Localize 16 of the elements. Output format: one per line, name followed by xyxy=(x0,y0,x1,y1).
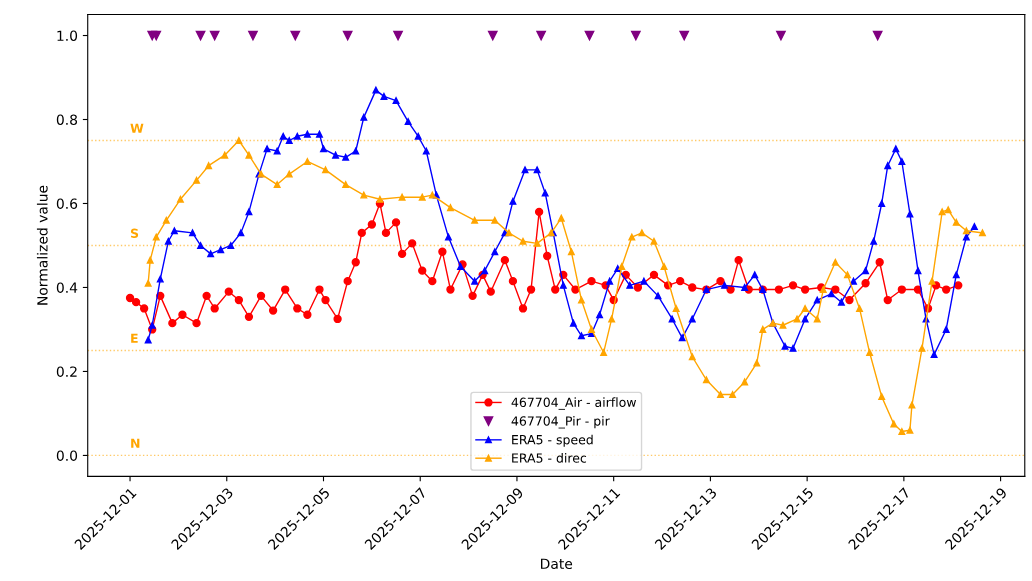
x-axis-title: Date xyxy=(541,558,573,570)
legend-label: 467704_Air - airflow xyxy=(511,397,637,410)
legend-label: ERA5 - speed xyxy=(512,434,593,447)
y-tick-label: 0.6 xyxy=(56,198,78,209)
y-axis-title: Normalized value xyxy=(36,185,48,305)
y-tick-label: 0.2 xyxy=(56,366,77,377)
y-tick-label: 0.0 xyxy=(56,450,78,461)
legend-label: ERA5 - direc xyxy=(512,453,587,463)
ref-line-label: S xyxy=(130,228,139,239)
y-tick-label: 1.0 xyxy=(57,30,78,41)
y-tick-label: 0.8 xyxy=(56,114,78,125)
ref-line-label: E xyxy=(131,333,138,343)
y-tick-label: 0.4 xyxy=(56,282,78,293)
ref-line-label: W xyxy=(130,123,144,133)
ref-line-label: N xyxy=(131,438,140,448)
legend-label: 467704_Pir - pir xyxy=(511,416,610,429)
